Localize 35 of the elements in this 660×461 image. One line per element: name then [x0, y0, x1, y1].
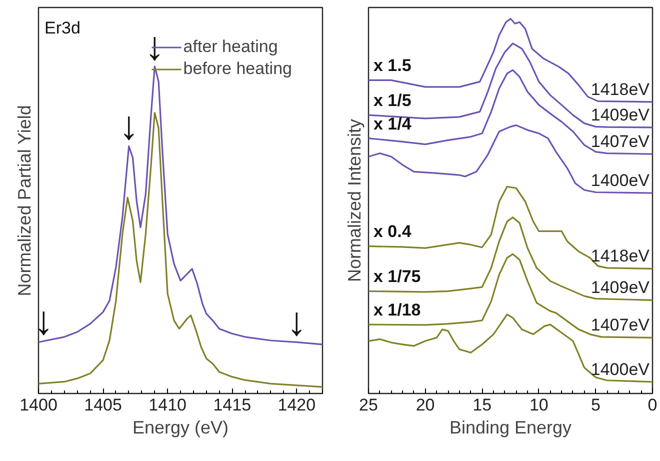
annotation: x 0.4: [374, 222, 412, 242]
y-axis-title: Normalized Intensity: [344, 118, 364, 282]
annotation: x 1/18: [374, 300, 421, 320]
x-tick-label: 20: [416, 396, 435, 414]
x-tick-label: 1410: [148, 396, 187, 414]
x-tick-label: 0: [648, 396, 658, 414]
annotation: x 1/75: [374, 267, 421, 286]
annotation: ↓: [118, 104, 139, 148]
x-tick-label: 1415: [213, 396, 252, 414]
series-label: 1409eV: [590, 278, 650, 298]
series-label: 1400eV: [590, 360, 650, 379]
x-tick-label: 25: [359, 396, 378, 414]
x-tick-label: 1420: [278, 396, 316, 414]
legend-label: before heating: [183, 59, 292, 79]
annotation: x 1/5: [374, 91, 412, 110]
series-label: 1407eV: [590, 132, 650, 152]
x-tick-label: 10: [529, 396, 548, 414]
annotation: ↓: [286, 300, 307, 344]
x-axis-title: Binding Energy: [449, 418, 572, 438]
series-label: 1409eV: [590, 105, 650, 124]
annotation: x 1/4: [374, 114, 412, 134]
x-tick-label: 15: [472, 396, 492, 414]
x-axis-title: Energy (eV): [132, 418, 229, 438]
x-tick-label: 5: [590, 396, 600, 414]
series-label: 1418eV: [590, 246, 650, 266]
y-axis-title: Normalized Partial Yield: [14, 105, 34, 296]
x-tick-label: 1405: [84, 396, 122, 414]
annotation: ↓: [34, 299, 54, 344]
text: Er3d: [44, 18, 80, 38]
series-label: 1418eV: [590, 80, 650, 99]
annotation: x 1.5: [374, 56, 412, 76]
series-label: 1400eV: [590, 171, 650, 190]
x-tick-label: 1400: [20, 396, 58, 414]
series-label: 1407eV: [590, 316, 650, 335]
legend-label: after heating: [183, 37, 278, 57]
